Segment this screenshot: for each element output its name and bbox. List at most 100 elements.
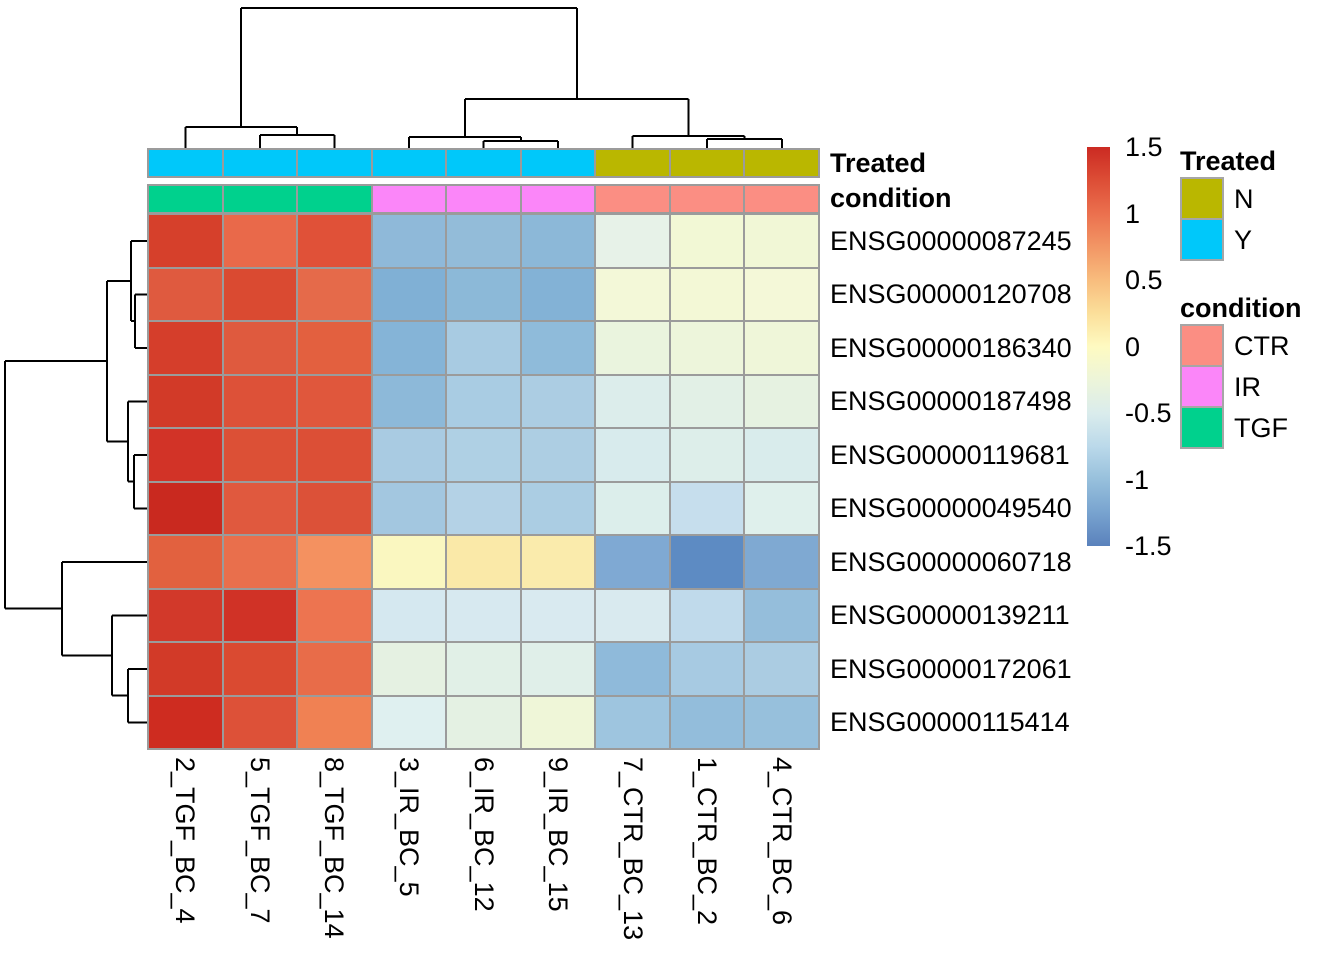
heatmap-grid-cell [521, 482, 595, 534]
heatmap-grid-cell [745, 322, 818, 374]
heatmap-grid-cell [298, 643, 371, 695]
annotation-bar-treated-cell [670, 150, 744, 176]
row-label: ENSG00000172061 [830, 653, 1072, 684]
column-label: 9_IR_BC_15 [543, 757, 574, 912]
heatmap-grid-cell [149, 322, 222, 374]
row-label: ENSG00000119681 [830, 439, 1070, 470]
heatmap-grid-cell [149, 589, 222, 641]
legend-item: N [1180, 177, 1276, 220]
annotation-bar-condition-cell [372, 186, 446, 212]
row-label: ENSG00000120708 [830, 279, 1072, 310]
heatmap-grid-cell [149, 268, 222, 320]
heatmap-grid-cell [372, 536, 446, 588]
heatmap-grid-cell [745, 696, 818, 748]
heatmap-grid-cell [223, 643, 297, 695]
heatmap-grid-cell [596, 696, 669, 748]
heatmap-grid-cell [372, 429, 446, 481]
row-label: ENSG00000060718 [830, 546, 1072, 577]
legend-color-swatch [1180, 177, 1224, 220]
annotation-bar-treated-cell [596, 150, 669, 176]
legend-item-label: Y [1234, 225, 1253, 255]
annotation-bar-treated [147, 148, 820, 178]
heatmap-grid-cell [149, 215, 222, 267]
annotation-name-condition: condition [830, 183, 952, 213]
colorbar-tick-label: 0.5 [1125, 265, 1163, 295]
heatmap-grid-cell [745, 589, 818, 641]
heatmap-grid-cell [670, 429, 744, 481]
heatmap-grid-cell [298, 696, 371, 748]
colorbar-tick-label: 1.5 [1125, 132, 1163, 162]
heatmap-grid-cell [149, 643, 222, 695]
heatmap-grid-cell [372, 589, 446, 641]
heatmap-grid-cell [596, 429, 669, 481]
heatmap-grid-cell [521, 322, 595, 374]
legend-condition-title: condition [1180, 293, 1302, 323]
annotation-bar-treated-cell [745, 150, 818, 176]
heatmap-grid-cell [372, 268, 446, 320]
heatmap-grid-cell [596, 482, 669, 534]
column-label: 7_CTR_BC_13 [617, 757, 648, 941]
heatmap-grid-cell [670, 536, 744, 588]
heatmap-grid-cell [596, 268, 669, 320]
heatmap-grid-cell [372, 696, 446, 748]
row-label: ENSG00000139211 [830, 600, 1070, 631]
colorbar-tick-label: 0 [1125, 331, 1141, 362]
heatmap-grid-cell [596, 375, 669, 427]
heatmap-grid-cell [596, 643, 669, 695]
heatmap-grid-cell [447, 643, 520, 695]
heatmap-grid-cell [298, 375, 371, 427]
heatmap-grid-cell [521, 375, 595, 427]
heatmap-grid-cell [223, 268, 297, 320]
colorbar-tick-label: -1.5 [1125, 531, 1172, 561]
colorbar-tick-label: 1 [1125, 198, 1141, 229]
column-label: 6_IR_BC_12 [468, 757, 499, 912]
annotation-bar-treated-cell [223, 150, 297, 176]
heatmap-grid-cell [223, 215, 297, 267]
column-label: 2_TGF_BC_4 [170, 757, 201, 924]
annotation-bar-condition-cell [298, 186, 371, 212]
heatmap-grid-cell [745, 429, 818, 481]
heatmap-grid-cell [298, 268, 371, 320]
legend-item: IR [1180, 365, 1301, 408]
heatmap-grid-cell [670, 482, 744, 534]
column-label: 1_CTR_BC_2 [692, 757, 723, 926]
heatmap-grid-cell [670, 215, 744, 267]
annotation-name-treated: Treated [830, 148, 927, 178]
heatmap-grid-cell [521, 696, 595, 748]
heatmap-grid-cell [372, 482, 446, 534]
colorbar-tick-label: -0.5 [1125, 398, 1172, 428]
heatmap-grid-cell [670, 589, 744, 641]
colorbar-tick-label: -1 [1125, 464, 1150, 495]
heatmap-grid-cell [521, 268, 595, 320]
heatmap-grid-cell [447, 322, 520, 374]
annotation-bar-treated-cell [447, 150, 520, 176]
legend-treated-title: Treated [1180, 146, 1277, 176]
heatmap-grid-cell [223, 482, 297, 534]
legend-item: Y [1180, 218, 1276, 261]
heatmap-grid-cell [223, 696, 297, 748]
heatmap-grid-cell [670, 375, 744, 427]
legend-item: CTR [1180, 324, 1301, 367]
row-label: ENSG00000186340 [830, 332, 1072, 363]
heatmap-grid-cell [372, 322, 446, 374]
heatmap-grid-cell [745, 215, 818, 267]
heatmap-grid-cell [149, 696, 222, 748]
heatmap-grid-cell [298, 322, 371, 374]
legend-item-label: TGF [1234, 413, 1288, 443]
heatmap-grid-cell [372, 215, 446, 267]
row-label: ENSG00000115414 [830, 707, 1070, 738]
heatmap-grid-cell [223, 322, 297, 374]
column-dendrogram [184, 7, 783, 148]
annotation-bar-treated-cell [298, 150, 371, 176]
heatmap-grid-cell [447, 589, 520, 641]
heatmap-grid-cell [223, 429, 297, 481]
heatmap-grid-cell [447, 215, 520, 267]
heatmap-grid-cell [521, 643, 595, 695]
row-label: ENSG00000187498 [830, 386, 1072, 417]
heatmap-grid-cell [745, 268, 818, 320]
heatmap-grid-cell [298, 482, 371, 534]
heatmap-grid-cell [223, 536, 297, 588]
legend-item-label: N [1234, 184, 1254, 214]
